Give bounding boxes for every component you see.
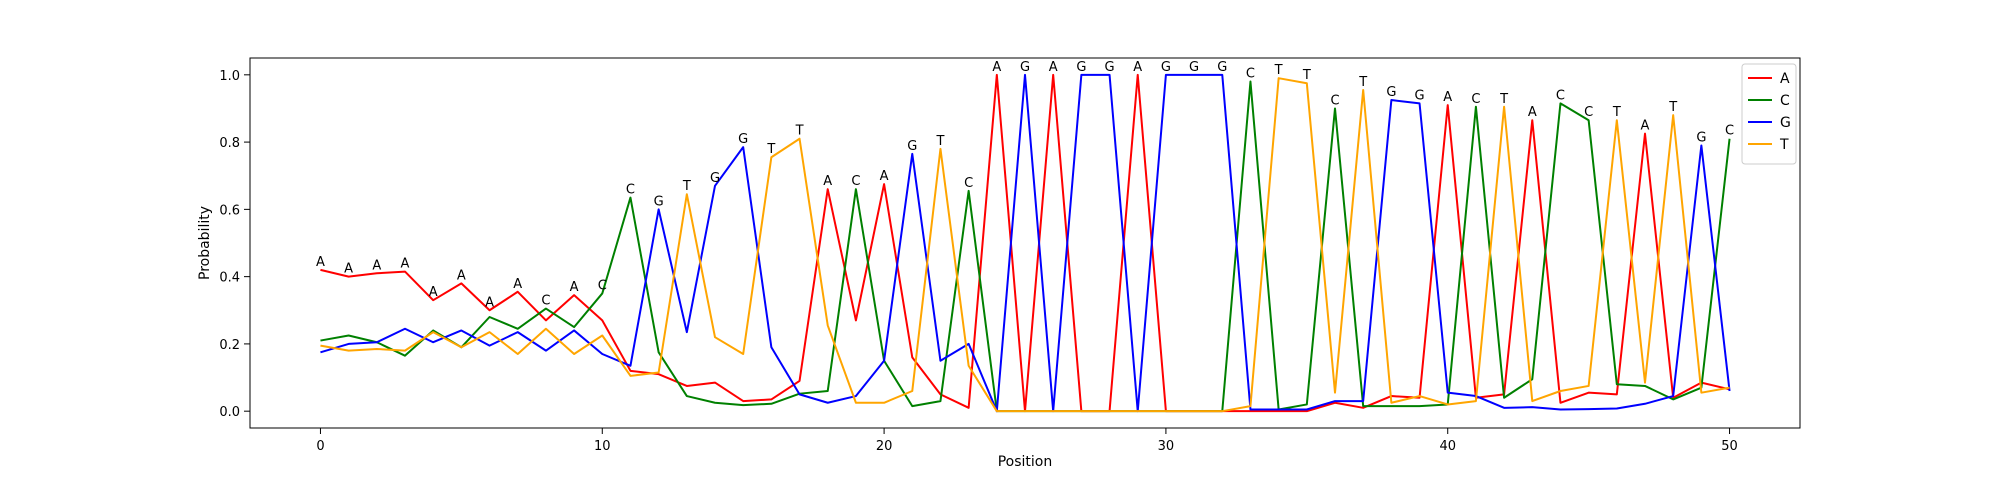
series-line-A [320,73,1730,413]
peak-label-48: T [1668,100,1677,115]
peak-label-32: G [1217,60,1227,75]
peak-label-26: A [1049,60,1058,75]
y-tick-label-1: 0.2 [219,338,240,353]
peak-label-47: A [1641,119,1650,134]
peak-labels: A A A A A A A A C A C C G T G G T T A C A G T C A G A G G A G G G C T T C T G G… [316,60,1734,310]
peak-label-17: T [795,124,804,139]
peak-label-31: G [1189,60,1199,75]
peak-label-23: C [964,176,973,191]
peak-label-7: A [513,277,522,292]
peak-label-20: A [880,169,889,184]
peak-label-24: A [992,60,1001,75]
peak-label-36: C [1330,93,1339,108]
peak-label-2: A [372,258,381,273]
peak-label-8: C [541,294,550,309]
peak-label-41: C [1471,92,1480,107]
x-tick-label-10: 10 [594,439,611,454]
series-line-T [320,77,1730,413]
peak-label-40: A [1443,90,1452,105]
peak-label-3: A [401,257,410,272]
peak-label-5: A [457,268,466,283]
x-axis-title: Position [998,454,1053,470]
peak-label-0: A [316,255,325,270]
legend-box [1741,63,1797,165]
peak-label-44: C [1556,88,1565,103]
peak-label-29: A [1133,60,1142,75]
peak-label-12: G [654,194,664,209]
peak-label-16: T [766,142,775,157]
legend-label-T: T [1779,137,1789,153]
x-tick-label-40: 40 [1439,439,1456,454]
peak-label-19: C [851,174,860,189]
x-tick-label-30: 30 [1158,439,1175,454]
x-tick-label-20: 20 [876,439,893,454]
peak-label-43: A [1528,105,1537,120]
peak-label-6: A [485,295,494,310]
peak-label-30: G [1161,60,1171,75]
y-tick-label-4: 0.8 [219,136,240,151]
peak-label-14: G [710,171,720,186]
peak-label-50: C [1725,124,1734,139]
y-tick-label-0: 0.0 [219,405,240,420]
y-tick-label-5: 1.0 [219,69,240,84]
peak-label-25: G [1020,60,1030,75]
series-line-G [320,73,1731,413]
peak-label-21: G [907,139,917,154]
peak-label-15: G [738,132,748,147]
peak-label-45: C [1584,105,1593,120]
peak-label-38: G [1386,85,1396,100]
peak-label-1: A [344,262,353,277]
legend-label-A: A [1780,71,1790,87]
peak-label-46: T [1612,105,1621,120]
y-axis-title: Probability [197,206,213,280]
series-lines [320,73,1731,413]
peak-label-42: T [1499,92,1508,107]
peak-label-11: C [626,183,635,198]
plot-frame [249,57,1801,429]
peak-label-33: C [1246,67,1255,82]
peak-label-37: T [1358,75,1367,90]
peak-label-34: T [1274,63,1283,78]
x-axis-ticks: 0 10 20 30 40 50 [316,428,1738,454]
peak-label-18: A [823,174,832,189]
peak-label-4: A [429,285,438,300]
peak-label-49: G [1696,130,1706,145]
peak-label-35: T [1302,68,1311,83]
peak-label-10: C [598,278,607,293]
y-axis-ticks: 0.0 0.2 0.4 0.6 0.8 1.0 [219,69,250,420]
legend-label-G: G [1780,115,1791,131]
peak-label-28: G [1105,60,1115,75]
peak-label-9: A [570,280,579,295]
legend-label-C: C [1780,93,1790,109]
x-tick-label-0: 0 [316,439,324,454]
x-tick-label-50: 50 [1721,439,1738,454]
y-tick-label-3: 0.6 [219,203,240,218]
peak-label-22: T [935,134,944,149]
peak-label-13: T [682,179,691,194]
peak-label-27: G [1076,60,1086,75]
y-tick-label-2: 0.4 [219,271,240,286]
peak-label-39: G [1415,88,1425,103]
